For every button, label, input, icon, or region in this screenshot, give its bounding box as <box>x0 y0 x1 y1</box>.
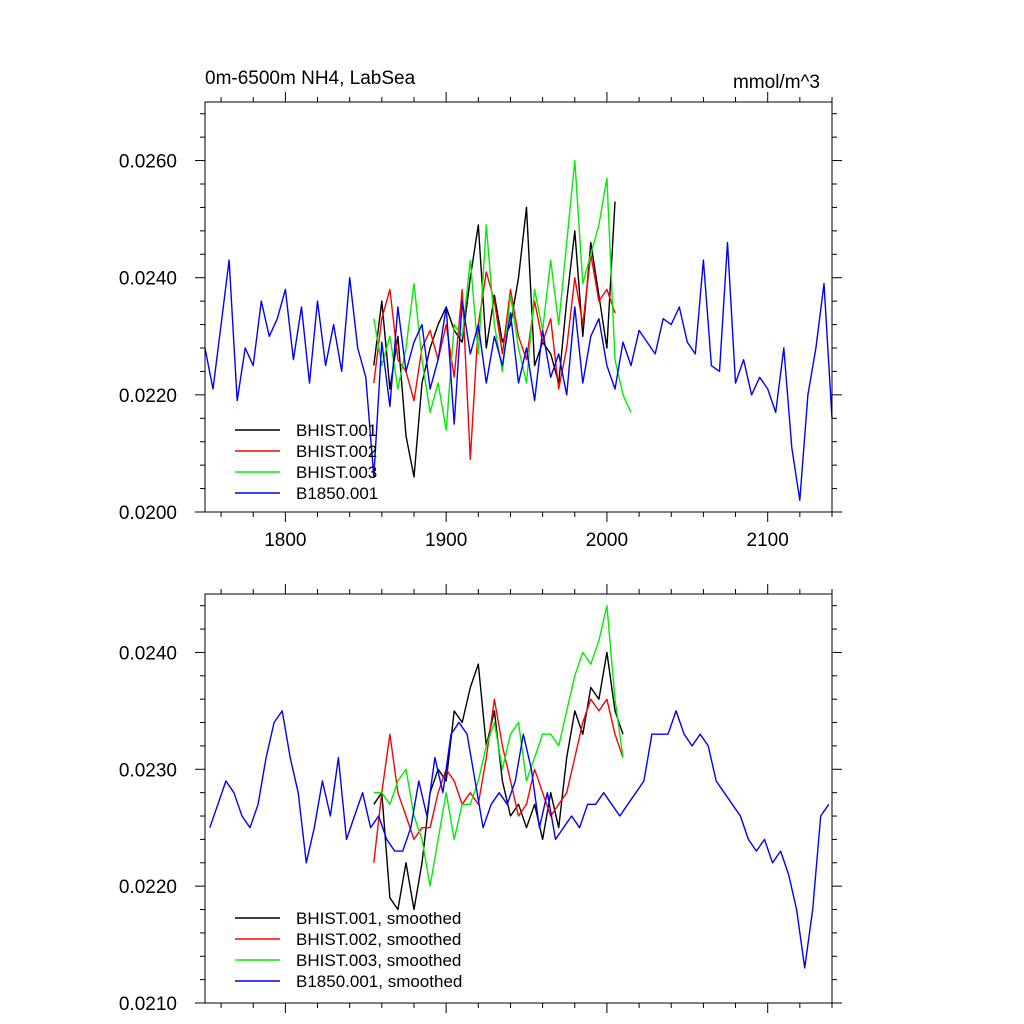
legend-label: B1850.001 <box>296 484 378 503</box>
top-panel-series <box>204 159 833 501</box>
series-line-4 <box>204 241 833 501</box>
legend-label: B1850.001, smoothed <box>296 972 462 991</box>
bottom-panel-ticks: 0.0210 0.0220 0.0230 0.0240 <box>119 584 842 1015</box>
x-tick-label: 2000 <box>586 530 628 551</box>
y-tick-label: 0.0240 <box>119 269 177 290</box>
series-line-1 <box>373 201 616 478</box>
bottom-panel-series <box>209 605 830 969</box>
y-tick-label: 0.0240 <box>119 643 177 664</box>
y-tick-label: 0.0220 <box>119 877 177 898</box>
x-tick-label: 1800 <box>264 530 306 551</box>
top-panel-ticks: 1800 1900 2000 2100 0.0200 0.0220 0.0240 0.0260 <box>119 92 842 551</box>
x-tick-label: 2100 <box>747 530 789 551</box>
legend-label: BHIST.003 <box>296 463 377 482</box>
series-line-2 <box>373 253 616 460</box>
top-panel-frame <box>204 101 833 513</box>
series-line-3 <box>373 159 632 431</box>
legend-label: BHIST.003, smoothed <box>296 951 461 970</box>
bottom-panel-legend: BHIST.001, smoothed BHIST.002, smoothed BH… <box>235 909 462 991</box>
legend-label: BHIST.002, smoothed <box>296 930 461 949</box>
y-tick-label: 0.0220 <box>119 386 177 407</box>
y-tick-label: 0.0200 <box>119 503 177 524</box>
top-panel-title: 0m-6500m NH4, LabSea <box>205 68 416 89</box>
top-panel-units: mmol/m^3 <box>733 72 820 93</box>
bottom-panel: 0.0210 0.0220 0.0230 0.0240 BHIST.001, smoo… <box>119 584 842 1015</box>
legend-label: BHIST.002 <box>296 442 377 461</box>
bottom-panel-frame <box>204 593 833 1004</box>
y-tick-label: 0.0230 <box>119 760 177 781</box>
series-line-3 <box>373 605 624 887</box>
y-tick-label: 0.0210 <box>119 994 177 1015</box>
legend-label: BHIST.001 <box>296 421 377 440</box>
top-panel-legend: BHIST.001 BHIST.002 BHIST.003 B1850.001 <box>235 421 378 503</box>
legend-label: BHIST.001, smoothed <box>296 909 461 928</box>
series-line-2 <box>373 698 624 863</box>
y-tick-label: 0.0260 <box>119 152 177 173</box>
top-panel: 0m-6500m NH4, LabSea mmol/m^3 1800 1900 20… <box>119 68 842 551</box>
series-line-4 <box>209 710 830 969</box>
x-tick-label: 1900 <box>425 530 467 551</box>
